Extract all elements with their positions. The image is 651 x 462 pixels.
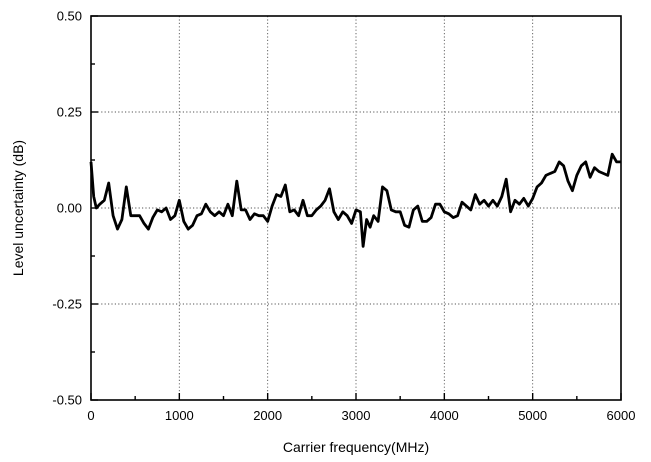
y-tick-label: 0.00 xyxy=(57,201,82,216)
x-tick-label: 4000 xyxy=(430,408,459,423)
y-axis-label: Level uncertainty (dB) xyxy=(10,140,26,276)
x-tick-label: 5000 xyxy=(518,408,547,423)
x-tick-label: 0 xyxy=(87,408,94,423)
y-tick-label: -0.50 xyxy=(52,393,82,408)
y-tick-label: 0.25 xyxy=(57,105,82,120)
x-tick-label: 2000 xyxy=(253,408,282,423)
series-line xyxy=(89,152,621,248)
ticks: 0 1000 2000 3000 4000 5000 6000 -0.50 -0.25 0.00 0… xyxy=(52,9,635,424)
y-tick-label: -0.25 xyxy=(52,297,82,312)
x-tick-label: 6000 xyxy=(607,408,636,423)
y-tick-label: 0.50 xyxy=(57,9,82,24)
x-tick-label: 1000 xyxy=(165,408,194,423)
plot-frame xyxy=(90,15,622,401)
x-axis-label: Carrier frequency(MHz) xyxy=(283,439,429,455)
grid-lines xyxy=(91,16,621,400)
x-tick-label: 3000 xyxy=(342,408,371,423)
